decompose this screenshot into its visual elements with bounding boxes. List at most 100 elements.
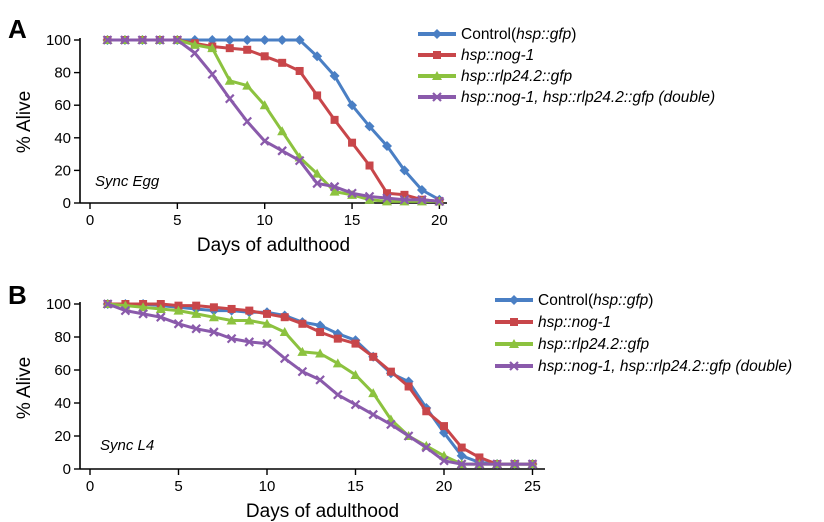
legend-label-italic: hsp::nog-1 bbox=[461, 47, 534, 64]
data-point-nog1 bbox=[227, 304, 236, 313]
x-tick-label: 25 bbox=[524, 478, 541, 495]
data-point-double bbox=[510, 459, 520, 469]
data-point-rlp bbox=[364, 194, 375, 204]
data-point-rlp bbox=[191, 308, 202, 318]
data-point-double bbox=[120, 35, 130, 45]
data-point-double bbox=[368, 409, 378, 420]
x-tick-label: 0 bbox=[86, 478, 94, 495]
x-tick-label: 0 bbox=[86, 212, 94, 229]
data-point-double bbox=[242, 116, 253, 127]
legend-label-plain: Control( bbox=[461, 26, 517, 43]
data-point-double bbox=[456, 459, 467, 469]
y-tick-label: 60 bbox=[54, 97, 71, 114]
data-point-rlp bbox=[242, 80, 253, 90]
legend-label-italic: hsp::nog-1, hsp::rlp24.2::gfp (double) bbox=[538, 358, 792, 375]
y-tick-label: 0 bbox=[63, 195, 71, 212]
data-point-nog1 bbox=[440, 422, 448, 431]
data-point-double bbox=[209, 327, 219, 337]
legend-label: hsp::nog-1 bbox=[538, 314, 611, 331]
data-point-double bbox=[350, 399, 361, 410]
data-point-nog1 bbox=[400, 190, 409, 199]
legend-label-italic: hsp::gfp bbox=[593, 292, 649, 309]
data-point-rlp bbox=[244, 315, 255, 325]
data-point-control bbox=[242, 35, 253, 45]
data-point-control bbox=[207, 35, 218, 45]
data-point-control bbox=[224, 35, 235, 45]
x-tick-label: 20 bbox=[431, 212, 448, 229]
sync-annotation: Sync L4 bbox=[100, 437, 154, 454]
data-point-rlp bbox=[208, 312, 219, 322]
y-tick-label: 20 bbox=[54, 162, 71, 179]
data-point-nog1 bbox=[260, 52, 269, 61]
data-point-rlp bbox=[279, 327, 290, 337]
data-point-nog1 bbox=[263, 309, 271, 318]
legend-label-suffix: ) bbox=[648, 292, 653, 309]
data-point-rlp bbox=[262, 318, 272, 328]
data-point-double bbox=[347, 188, 357, 198]
data-point-nog1 bbox=[192, 301, 201, 310]
legend-entry-control: Control(hsp::gfp) bbox=[418, 26, 576, 43]
y-tick-label: 100 bbox=[46, 32, 71, 49]
data-point-double bbox=[333, 389, 343, 400]
data-point-nog1 bbox=[316, 328, 325, 337]
data-point-control bbox=[277, 35, 288, 45]
survival-chart-sync-l4: 0 20 40 60 80 100 0 5 10 15 20 25 % Alive Days of adu… bbox=[14, 292, 792, 522]
series-double bbox=[102, 299, 538, 469]
data-point-nog1 bbox=[243, 45, 252, 54]
data-point-double bbox=[399, 194, 410, 205]
data-point-rlp bbox=[315, 348, 326, 358]
data-point-double bbox=[474, 459, 485, 469]
data-point-double bbox=[259, 136, 270, 146]
x-axis-label: Days of adulthood bbox=[246, 501, 399, 522]
x-tick-label: 10 bbox=[256, 212, 273, 229]
x-tick-label: 5 bbox=[174, 478, 182, 495]
data-point-nog1 bbox=[333, 334, 342, 343]
data-point-nog1 bbox=[225, 44, 234, 53]
data-point-double bbox=[439, 455, 449, 466]
legend-label: hsp::nog-1 bbox=[461, 47, 534, 64]
data-point-double bbox=[279, 353, 290, 364]
x-tick-label: 10 bbox=[259, 478, 276, 495]
data-point-rlp bbox=[297, 346, 308, 356]
legend-swatch-marker bbox=[432, 71, 442, 80]
legend-entry-control: Control(hsp::gfp) bbox=[495, 292, 653, 309]
data-point-double bbox=[137, 35, 148, 45]
data-point-double bbox=[244, 337, 255, 347]
y-tick-label: 80 bbox=[54, 329, 71, 346]
data-point-rlp bbox=[226, 315, 237, 325]
data-point-control bbox=[329, 70, 340, 81]
data-point-double bbox=[329, 181, 340, 192]
data-point-double bbox=[191, 323, 201, 334]
data-point-double bbox=[297, 366, 308, 377]
legend-swatch-marker bbox=[509, 295, 519, 305]
data-point-control bbox=[381, 140, 392, 151]
data-point-control bbox=[347, 100, 358, 111]
legend-label: Control(hsp::gfp) bbox=[461, 26, 576, 43]
data-point-double bbox=[417, 194, 427, 205]
data-point-nog1 bbox=[295, 66, 304, 75]
data-point-nog1 bbox=[280, 313, 289, 322]
legend-swatch-marker bbox=[432, 92, 442, 102]
data-point-rlp bbox=[155, 303, 166, 313]
legend-label-italic: hsp::nog-1 bbox=[538, 314, 611, 331]
data-point-double bbox=[364, 191, 375, 202]
data-point-control bbox=[259, 35, 270, 45]
data-point-nog1 bbox=[330, 115, 339, 124]
survival-chart-sync-egg: 0 20 40 60 80 100 0 5 10 15 20 % Alive Days of adult… bbox=[14, 26, 715, 256]
legend-entry-double: hsp::nog-1, hsp::rlp24.2::gfp (double) bbox=[418, 89, 715, 106]
data-point-control bbox=[399, 165, 410, 176]
data-point-double bbox=[155, 35, 165, 45]
data-point-rlp bbox=[138, 302, 149, 312]
x-tick-label: 15 bbox=[347, 478, 364, 495]
data-point-nog1 bbox=[365, 161, 374, 170]
data-point-double bbox=[102, 299, 113, 309]
data-point-rlp bbox=[189, 39, 200, 49]
legend-label: Control(hsp::gfp) bbox=[538, 292, 653, 309]
legend-swatch-marker bbox=[433, 51, 441, 59]
data-point-control bbox=[364, 121, 375, 132]
data-point-double bbox=[403, 431, 414, 441]
legend-label: hsp::rlp24.2::gfp bbox=[461, 68, 573, 85]
data-point-control bbox=[294, 35, 305, 45]
data-point-double bbox=[434, 196, 445, 207]
